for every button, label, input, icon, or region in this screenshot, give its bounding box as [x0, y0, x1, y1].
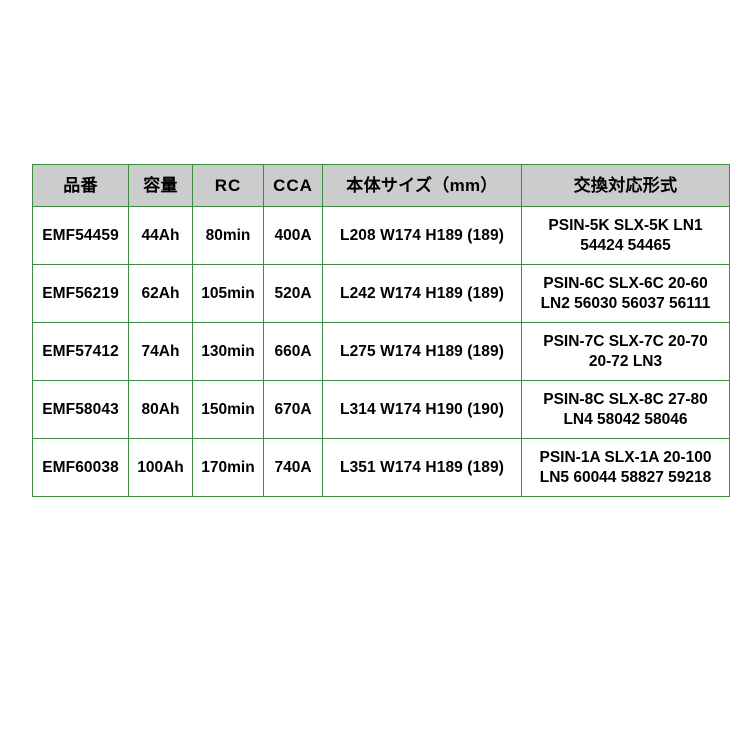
- cell-capacity: 100Ah: [128, 438, 193, 497]
- column-header-part: 品番: [32, 164, 129, 207]
- cell-rc: 80min: [192, 206, 264, 265]
- cell-cca: 740A: [263, 438, 323, 497]
- cell-replacement-type: PSIN-6C SLX-6C 20-60 LN2 56030 56037 561…: [521, 264, 730, 323]
- cell-rc: 150min: [192, 380, 264, 439]
- cell-part: EMF56219: [32, 264, 129, 323]
- table-row: EMF57412 74Ah 130min 660A L275 W174 H189…: [32, 322, 730, 381]
- column-header-size: 本体サイズ（mm）: [322, 164, 522, 207]
- table-row: EMF56219 62Ah 105min 520A L242 W174 H189…: [32, 264, 730, 323]
- column-header-replacement-type: 交換対応形式: [521, 164, 730, 207]
- cell-rc: 105min: [192, 264, 264, 323]
- cell-cca: 400A: [263, 206, 323, 265]
- table-row: EMF58043 80Ah 150min 670A L314 W174 H190…: [32, 380, 730, 439]
- column-header-cca: CCA: [263, 164, 323, 207]
- cell-capacity: 62Ah: [128, 264, 193, 323]
- cell-rc: 130min: [192, 322, 264, 381]
- cell-part: EMF58043: [32, 380, 129, 439]
- cell-replacement-type: PSIN-7C SLX-7C 20-70 20-72 LN3: [521, 322, 730, 381]
- cell-rc: 170min: [192, 438, 264, 497]
- cell-cca: 520A: [263, 264, 323, 323]
- cell-replacement-type: PSIN-1A SLX-1A 20-100 LN5 60044 58827 59…: [521, 438, 730, 497]
- cell-cca: 660A: [263, 322, 323, 381]
- cell-replacement-type: PSIN-5K SLX-5K LN1 54424 54465: [521, 206, 730, 265]
- cell-replacement-type: PSIN-8C SLX-8C 27-80 LN4 58042 58046: [521, 380, 730, 439]
- cell-capacity: 80Ah: [128, 380, 193, 439]
- column-header-capacity: 容量: [128, 164, 193, 207]
- cell-cca: 670A: [263, 380, 323, 439]
- cell-part: EMF57412: [32, 322, 129, 381]
- table-header: 品番 容量 RC CCA 本体サイズ（mm） 交換対応形式: [32, 164, 730, 207]
- table-row: EMF54459 44Ah 80min 400A L208 W174 H189 …: [32, 206, 730, 265]
- cell-part: EMF54459: [32, 206, 129, 265]
- cell-size: L208 W174 H189 (189): [322, 206, 522, 265]
- cell-size: L242 W174 H189 (189): [322, 264, 522, 323]
- cell-part: EMF60038: [32, 438, 129, 497]
- table-body: EMF54459 44Ah 80min 400A L208 W174 H189 …: [32, 206, 730, 497]
- cell-capacity: 74Ah: [128, 322, 193, 381]
- cell-size: L275 W174 H189 (189): [322, 322, 522, 381]
- battery-spec-table: 品番 容量 RC CCA 本体サイズ（mm） 交換対応形式 EMF54459 4…: [32, 164, 730, 497]
- table-header-row: 品番 容量 RC CCA 本体サイズ（mm） 交換対応形式: [32, 164, 730, 207]
- cell-size: L314 W174 H190 (190): [322, 380, 522, 439]
- cell-capacity: 44Ah: [128, 206, 193, 265]
- table-row: EMF60038 100Ah 170min 740A L351 W174 H18…: [32, 438, 730, 497]
- column-header-rc: RC: [192, 164, 264, 207]
- cell-size: L351 W174 H189 (189): [322, 438, 522, 497]
